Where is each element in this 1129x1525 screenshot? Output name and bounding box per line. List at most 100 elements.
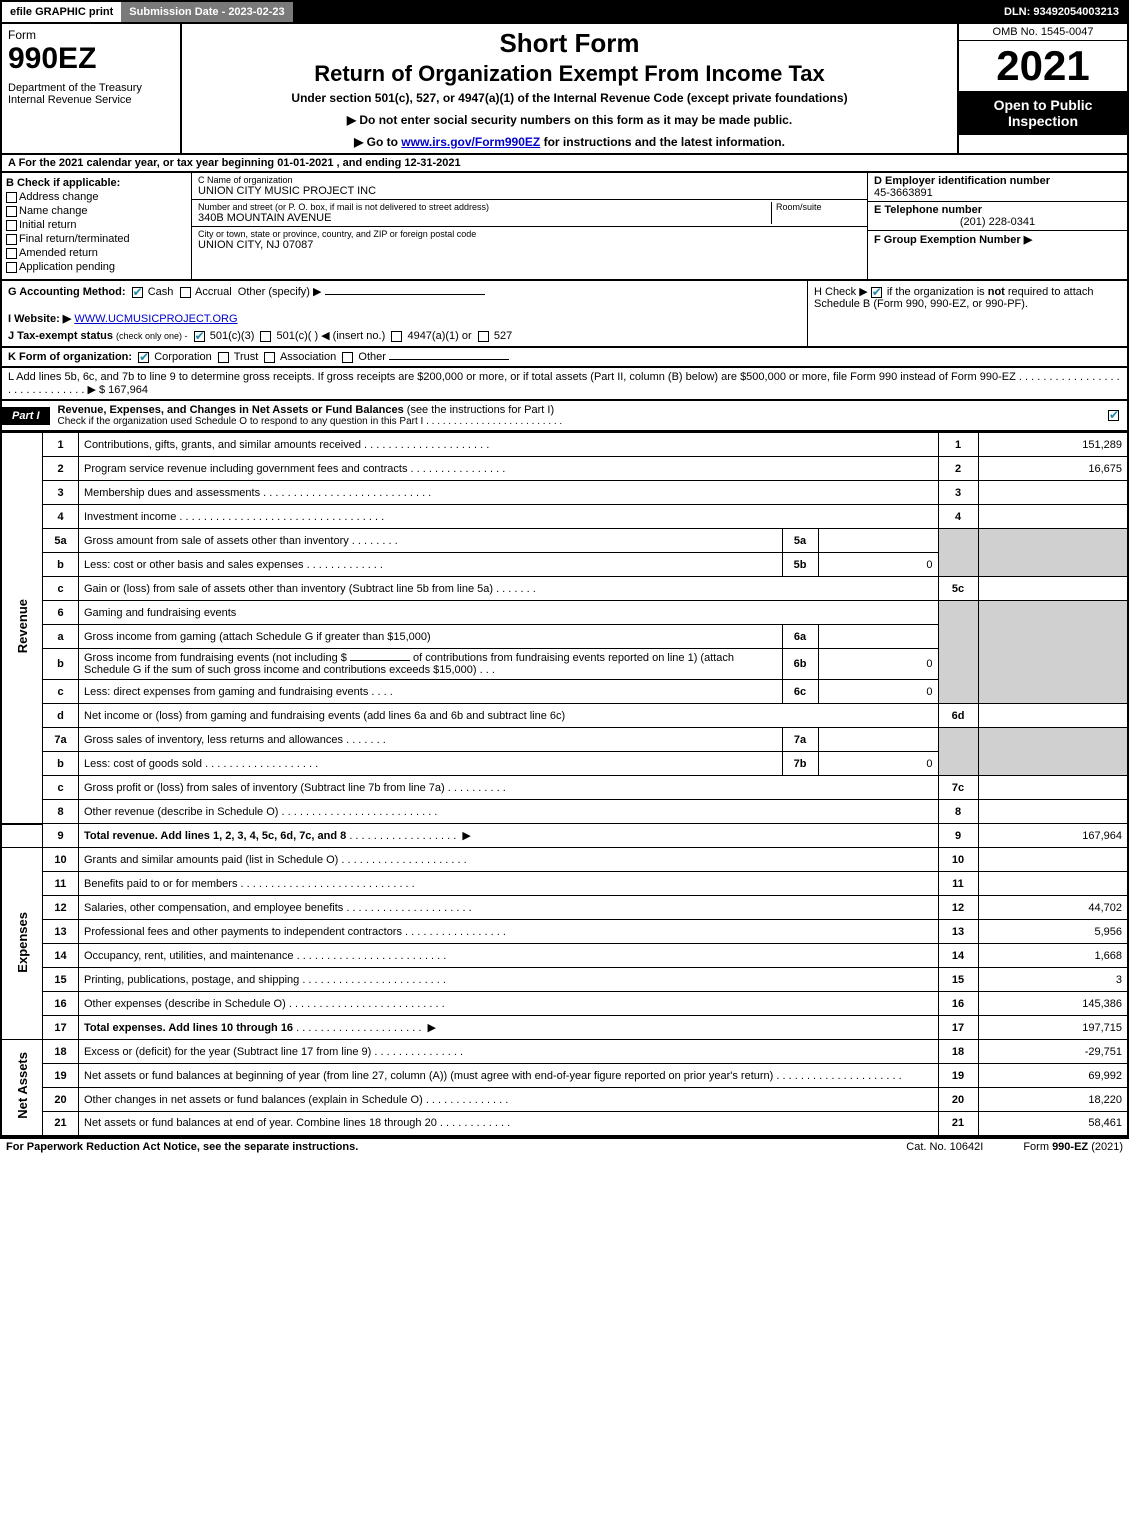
part1-tag: Part I xyxy=(2,407,50,425)
l-text: L Add lines 5b, 6c, and 7b to line 9 to … xyxy=(8,371,1016,383)
row-gh: G Accounting Method: Cash Accrual Other … xyxy=(0,281,1129,348)
ln-6c-desc: Less: direct expenses from gaming and fu… xyxy=(79,680,783,704)
ln-19-num: 19 xyxy=(43,1064,79,1088)
ln-6b-minival: 0 xyxy=(818,649,938,680)
ln-14-col: 14 xyxy=(938,944,978,968)
chk-501c3[interactable] xyxy=(194,331,205,342)
ln-6a-num: a xyxy=(43,625,79,649)
ln-15-num: 15 xyxy=(43,968,79,992)
ln-11-desc: Benefits paid to or for members . . . . … xyxy=(79,872,939,896)
tel-label: E Telephone number xyxy=(874,204,982,216)
irs-link[interactable]: www.irs.gov/Form990EZ xyxy=(401,135,540,149)
chk-schedule-b-not-req[interactable] xyxy=(871,287,882,298)
chk-association[interactable] xyxy=(264,352,275,363)
ln-4-num: 4 xyxy=(43,505,79,529)
k-other-label: Other xyxy=(358,351,386,363)
ln-21-num: 21 xyxy=(43,1112,79,1136)
ln-7a-minival xyxy=(818,728,938,752)
org-addr-cell: Number and street (or P. O. box, if mail… xyxy=(192,200,867,227)
chk-corporation[interactable] xyxy=(138,352,149,363)
ln-6-shade xyxy=(938,601,978,704)
ein-value: 45-3663891 xyxy=(874,187,933,199)
note2-post: for instructions and the latest informat… xyxy=(544,135,785,149)
ln-3-desc: Membership dues and assessments . . . . … xyxy=(79,481,939,505)
ln-17-val: 197,715 xyxy=(978,1016,1128,1040)
chk-527[interactable] xyxy=(478,331,489,342)
ln-8-col: 8 xyxy=(938,800,978,824)
line-10: Expenses 10 Grants and similar amounts p… xyxy=(1,848,1128,872)
ln-21-desc: Net assets or fund balances at end of ye… xyxy=(79,1112,939,1136)
j-sub: (check only one) - xyxy=(116,331,188,341)
form-id-block: Form 990EZ Department of the Treasury In… xyxy=(2,24,182,153)
city-label: City or town, state or province, country… xyxy=(198,229,861,239)
ln-20-desc: Other changes in net assets or fund bala… xyxy=(79,1088,939,1112)
ln-5c-col: 5c xyxy=(938,577,978,601)
chk-trust[interactable] xyxy=(218,352,229,363)
chk-cash[interactable] xyxy=(132,287,143,298)
chk-accrual[interactable] xyxy=(180,287,191,298)
form-subtitle: Under section 501(c), 527, or 4947(a)(1)… xyxy=(190,91,949,105)
k-other-input[interactable] xyxy=(389,359,509,360)
chk-other-org[interactable] xyxy=(342,352,353,363)
part1-schedule-o-chk[interactable] xyxy=(1108,410,1127,422)
ln-6b-blank[interactable] xyxy=(350,660,410,661)
chk-initial-return[interactable]: Initial return xyxy=(6,219,187,231)
chk-final-return[interactable]: Final return/terminated xyxy=(6,233,187,245)
ln-14-val: 1,668 xyxy=(978,944,1128,968)
k-trust-label: Trust xyxy=(234,351,259,363)
part1-sub: (see the instructions for Part I) xyxy=(407,404,554,416)
ein-cell: D Employer identification number 45-3663… xyxy=(868,173,1127,202)
l-arrow: ▶ $ xyxy=(87,384,105,396)
part1-grid: Revenue 1 Contributions, gifts, grants, … xyxy=(0,432,1129,1137)
ln-4-val xyxy=(978,505,1128,529)
public-inspection: Open to Public Inspection xyxy=(959,91,1127,135)
ln-10-col: 10 xyxy=(938,848,978,872)
form-word: Form xyxy=(8,28,174,42)
ln-19-desc: Net assets or fund balances at beginning… xyxy=(79,1064,939,1088)
line-7c: c Gross profit or (loss) from sales of i… xyxy=(1,776,1128,800)
chk-4947[interactable] xyxy=(391,331,402,342)
g-accounting: G Accounting Method: Cash Accrual Other … xyxy=(2,281,807,346)
ln-17-col: 17 xyxy=(938,1016,978,1040)
form-meta-block: OMB No. 1545-0047 2021 Open to Public In… xyxy=(957,24,1127,153)
ln-12-desc: Salaries, other compensation, and employ… xyxy=(79,896,939,920)
g-other-label: Other (specify) ▶ xyxy=(238,286,322,298)
ssn-warning: ▶ Do not enter social security numbers o… xyxy=(190,113,949,127)
form-ref: Form 990-EZ (2021) xyxy=(1023,1141,1123,1153)
ln-17-desc: Total expenses. Add lines 10 through 16 … xyxy=(79,1016,939,1040)
ln-17-num: 17 xyxy=(43,1016,79,1040)
line-1: Revenue 1 Contributions, gifts, grants, … xyxy=(1,433,1128,457)
chk-address-change[interactable]: Address change xyxy=(6,191,187,203)
addr-label: Number and street (or P. O. box, if mail… xyxy=(198,202,771,212)
col-d-ids: D Employer identification number 45-3663… xyxy=(867,173,1127,279)
i-label: I Website: ▶ xyxy=(8,313,71,325)
g-other-input[interactable] xyxy=(325,294,485,295)
website-link[interactable]: WWW.UCMUSICPROJECT.ORG xyxy=(74,313,237,325)
j-label: J Tax-exempt status xyxy=(8,330,113,342)
col-c-org-info: C Name of organization UNION CITY MUSIC … xyxy=(192,173,867,279)
j-501c3-label: 501(c)(3) xyxy=(210,330,255,342)
ln-14-desc: Occupancy, rent, utilities, and maintena… xyxy=(79,944,939,968)
col-b-checkboxes: B Check if applicable: Address change Na… xyxy=(2,173,192,279)
h-text1: H Check ▶ xyxy=(814,286,871,298)
chk-501c[interactable] xyxy=(260,331,271,342)
line-6: 6 Gaming and fundraising events xyxy=(1,601,1128,625)
chk-application-pending[interactable]: Application pending xyxy=(6,261,187,273)
efile-print[interactable]: efile GRAPHIC print xyxy=(2,2,121,22)
ln-6a-minival xyxy=(818,625,938,649)
ln-5c-desc: Gain or (loss) from sale of assets other… xyxy=(79,577,939,601)
ln-18-num: 18 xyxy=(43,1040,79,1064)
ln-7b-mini: 7b xyxy=(782,752,818,776)
chk-amended-return[interactable]: Amended return xyxy=(6,247,187,259)
ln-6-num: 6 xyxy=(43,601,79,625)
ln-20-val: 18,220 xyxy=(978,1088,1128,1112)
org-city-cell: City or town, state or province, country… xyxy=(192,227,867,253)
ln-2-col: 2 xyxy=(938,457,978,481)
part1-header: Part I Revenue, Expenses, and Changes in… xyxy=(0,401,1129,432)
ln-6c-mini: 6c xyxy=(782,680,818,704)
chk-name-change[interactable]: Name change xyxy=(6,205,187,217)
ln-7c-col: 7c xyxy=(938,776,978,800)
ln-10-val xyxy=(978,848,1128,872)
cat-no: Cat. No. 10642I xyxy=(906,1141,983,1153)
ln-2-val: 16,675 xyxy=(978,457,1128,481)
